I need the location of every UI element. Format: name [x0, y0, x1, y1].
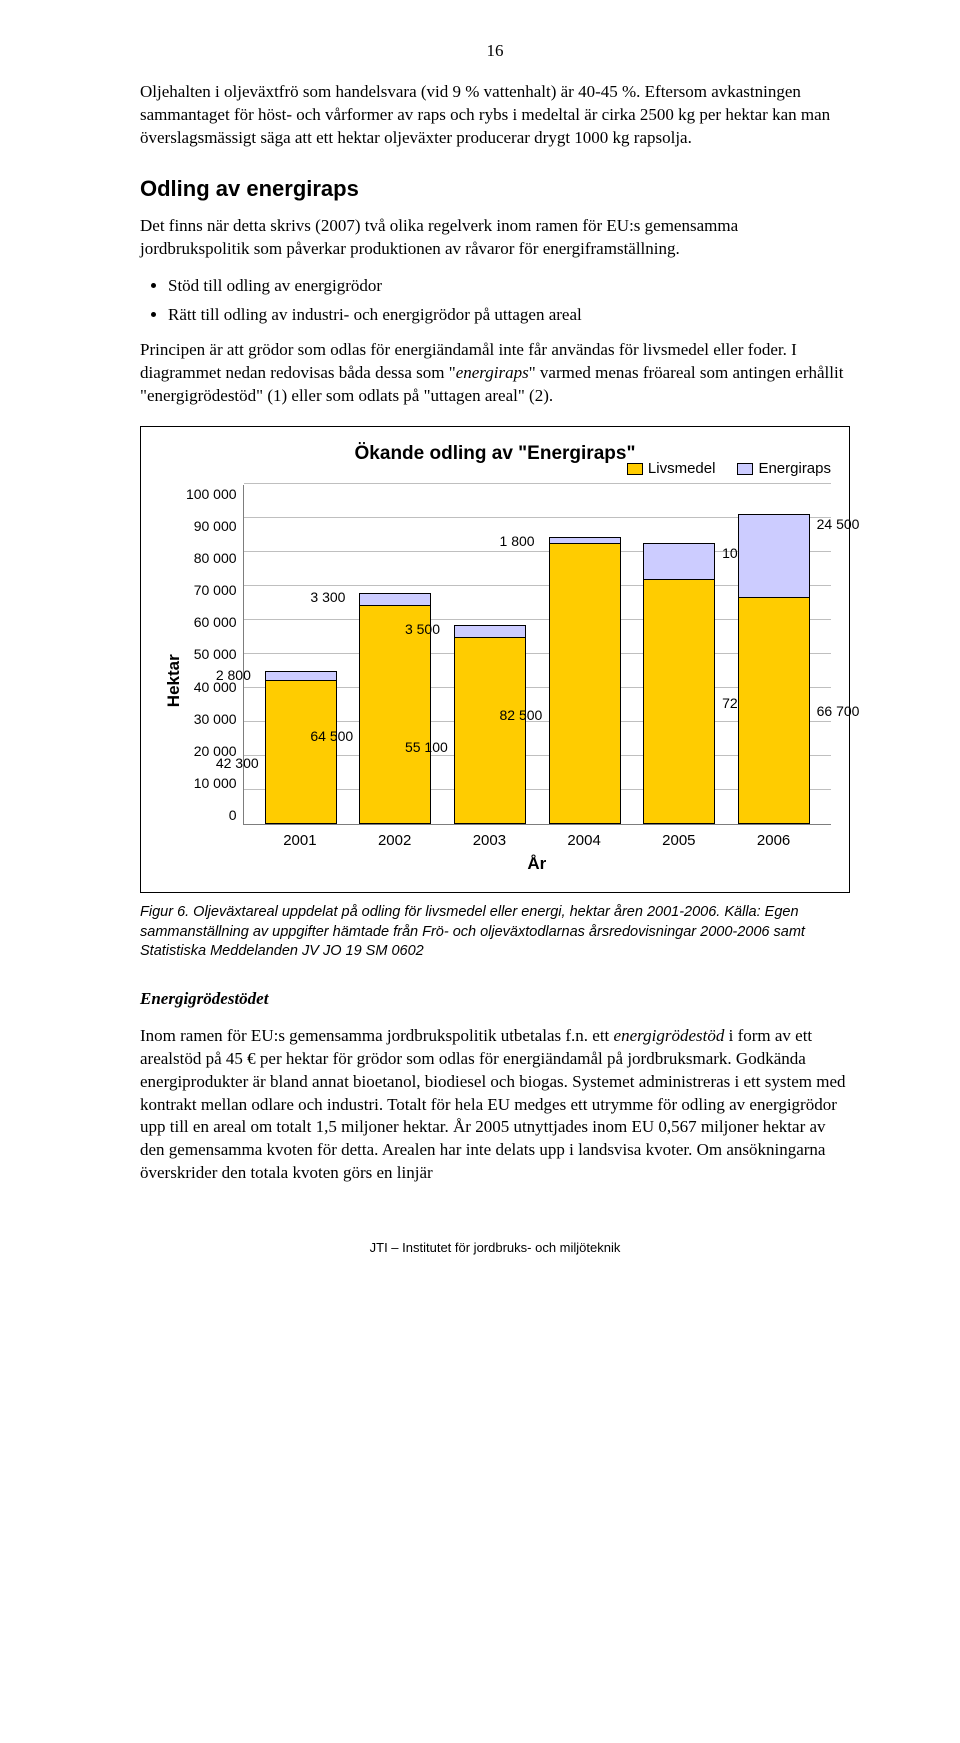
- figure-caption: Figur 6. Oljeväxtareal uppdelat på odlin…: [140, 903, 850, 962]
- bar-column: 1 80082 500: [549, 537, 621, 824]
- para4-part-c: i form av ett arealstöd på 45 € per hekt…: [140, 1026, 845, 1183]
- chart-xlabel: År: [243, 853, 831, 876]
- bar-label-livsmedel: 66 700: [817, 702, 860, 721]
- chart-ylabel: Hektar: [159, 485, 186, 876]
- heading-odling: Odling av energiraps: [140, 174, 850, 204]
- bar-segment-livsmedel: 82 500: [549, 543, 621, 824]
- bullet-1: Stöd till odling av energigrödor: [168, 275, 850, 298]
- ytick-label: 70 000: [186, 581, 237, 600]
- bar-segment-energiraps: 24 500: [738, 514, 810, 597]
- legend-item-livsmedel: Livsmedel: [627, 459, 716, 479]
- bar-segment-energiraps: 2 800: [265, 671, 337, 681]
- ytick-label: 10 000: [186, 774, 237, 793]
- ytick-label: 50 000: [186, 645, 237, 664]
- bar-segment-energiraps: 10 500: [643, 543, 715, 579]
- chart-plot-area: 2 80042 3003 30064 5003 50055 1001 80082…: [243, 485, 831, 825]
- paragraph-3: Principen är att grödor som odlas för en…: [140, 339, 850, 408]
- chart-yticks: 010 00020 00030 00040 00050 00060 00070 …: [186, 485, 243, 825]
- legend-label-energiraps: Energiraps: [758, 460, 831, 477]
- bar-label-energiraps: 3 300: [310, 588, 345, 607]
- para4-italic: energigrödestöd: [614, 1026, 725, 1045]
- page-number: 16: [140, 40, 850, 63]
- bullet-2: Rätt till odling av industri- och energi…: [168, 304, 850, 327]
- bar-label-energiraps: 24 500: [817, 515, 860, 534]
- ytick-label: 0: [186, 806, 237, 825]
- bar-segment-livsmedel: 66 700: [738, 597, 810, 824]
- ytick-label: 90 000: [186, 517, 237, 536]
- bar-label-energiraps: 1 800: [500, 532, 535, 551]
- bar-segment-energiraps: 3 500: [454, 625, 526, 637]
- bar-column: 24 50066 700: [738, 514, 810, 824]
- legend-swatch-livsmedel: [627, 463, 643, 475]
- bar-segment-livsmedel: 55 100: [454, 637, 526, 824]
- xtick-label: 2004: [548, 831, 620, 851]
- xtick-label: 2003: [453, 831, 525, 851]
- xtick-label: 2006: [738, 831, 810, 851]
- xtick-label: 2005: [643, 831, 715, 851]
- gridline: [244, 483, 831, 484]
- para4-part-a: Inom ramen för EU:s gemensamma jordbruks…: [140, 1026, 614, 1045]
- paragraph-1: Oljehalten i oljeväxtfrö som handelsvara…: [140, 81, 850, 150]
- ytick-label: 80 000: [186, 549, 237, 568]
- bar-segment-livsmedel: 42 300: [265, 680, 337, 824]
- bar-label-energiraps: 3 500: [405, 620, 440, 639]
- chart-container: Ökande odling av "Energiraps" Livsmedel …: [140, 426, 850, 893]
- xtick-label: 2002: [359, 831, 431, 851]
- bar-label-energiraps: 2 800: [216, 666, 251, 685]
- ytick-label: 30 000: [186, 710, 237, 729]
- paragraph-4: Inom ramen för EU:s gemensamma jordbruks…: [140, 1025, 850, 1186]
- bar-column: 10 50072 000: [643, 543, 715, 823]
- bullet-list: Stöd till odling av energigrödor Rätt ti…: [168, 275, 850, 327]
- ytick-label: 100 000: [186, 485, 237, 504]
- bar-label-livsmedel: 42 300: [216, 754, 259, 773]
- bar-label-livsmedel: 64 500: [310, 727, 353, 746]
- bar-label-livsmedel: 82 500: [500, 706, 543, 725]
- page-footer: JTI – Institutet för jordbruks- och milj…: [140, 1239, 850, 1257]
- heading-energigrodestodet: Energigrödestödet: [140, 988, 850, 1011]
- ytick-label: 60 000: [186, 613, 237, 632]
- legend-item-energiraps: Energiraps: [737, 459, 831, 479]
- para3-italic: energiraps: [456, 363, 529, 382]
- chart-xticks: 2001 2002 2003 2004 2005 2006: [243, 825, 831, 851]
- paragraph-2: Det finns när detta skrivs (2007) två ol…: [140, 215, 850, 261]
- bar-segment-energiraps: 3 300: [359, 593, 431, 604]
- xtick-label: 2001: [264, 831, 336, 851]
- bar-column: 2 80042 300: [265, 671, 337, 824]
- bar-label-livsmedel: 55 100: [405, 738, 448, 757]
- bar-segment-livsmedel: 72 000: [643, 579, 715, 824]
- legend-label-livsmedel: Livsmedel: [648, 460, 716, 477]
- legend-swatch-energiraps: [737, 463, 753, 475]
